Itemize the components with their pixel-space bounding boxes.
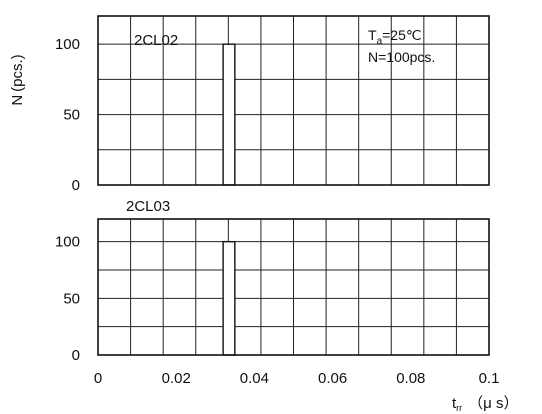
y-tick-label: 100	[55, 234, 80, 251]
ambient-temperature-note: Ta=25℃	[368, 27, 422, 47]
x-tick-label: 0.06	[318, 370, 347, 387]
y-tick-label: 50	[63, 290, 80, 307]
sample-count-note: N=100pcs.	[368, 49, 435, 65]
histogram-bar-2cl02	[222, 43, 236, 186]
grid	[98, 16, 489, 355]
bars	[222, 43, 236, 356]
panel-label-2cl02: 2CL02	[134, 32, 178, 49]
y-tick-label: 0	[72, 347, 80, 364]
panel-frame-2cl03	[97, 218, 490, 356]
histogram-bar-2cl03	[222, 240, 236, 356]
y-tick-label: 0	[72, 177, 80, 194]
frame	[97, 15, 490, 356]
x-tick-label: 0.04	[240, 370, 269, 387]
x-tick-label: 0.02	[162, 370, 191, 387]
x-tick-label: 0.08	[396, 370, 425, 387]
panel-frame-2cl02	[97, 15, 490, 186]
x-tick-label: 0.1	[479, 370, 500, 387]
x-tick-label: 0	[94, 370, 102, 387]
x-axis-title: trr （μ s）	[452, 395, 518, 413]
tick-labels: 0 50 100 0 50 100 0 0.02 0.04 0.06 0.08 0.1	[55, 36, 499, 387]
y-tick-label: 50	[63, 107, 80, 124]
panel-label-2cl03: 2CL03	[126, 198, 170, 215]
y-tick-label: 100	[55, 36, 80, 53]
y-axis-title: N (pcs.)	[9, 54, 26, 105]
